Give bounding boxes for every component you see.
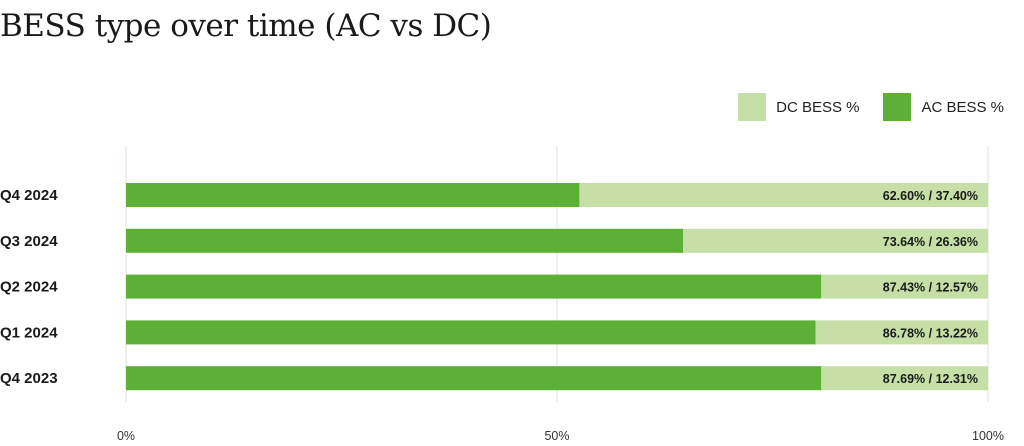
data-label: 73.64% / 26.36% [883,235,978,249]
category-label: Q1 2024 [0,324,58,341]
x-tick-label: 0% [117,429,135,443]
chart-legend: DC BESS % AC BESS % [714,93,1004,121]
legend-swatch-dc [738,93,767,121]
category-label: Q3 2024 [0,233,58,250]
category-label: Q4 2023 [0,370,58,387]
bar-ac [126,320,816,345]
bar-ac [126,366,822,391]
x-tick-label: 100% [972,429,1004,443]
bar-ac [126,183,580,207]
legend-label-ac: AC BESS % [921,98,1004,116]
legend-swatch-ac [883,93,912,121]
data-label: 87.43% / 12.57% [883,281,978,295]
data-label: 87.69% / 12.31% [883,372,978,386]
legend-item-dc: DC BESS % [738,93,859,121]
category-label: Q4 2024 [0,187,58,204]
chart-title: BESS type over time (AC vs DC) [0,8,492,44]
bar-ac [126,274,822,299]
bar-dc [821,274,988,299]
bar-dc [821,366,988,391]
x-tick-label: 50% [544,429,569,443]
data-label: 62.60% / 37.40% [883,189,978,203]
bar-dc [579,183,988,207]
data-label: 86.78% / 13.22% [883,326,978,340]
category-label: Q2 2024 [0,279,58,296]
legend-label-dc: DC BESS % [776,98,860,116]
bar-dc [683,228,988,253]
bar-ac [126,228,684,253]
legend-item-ac: AC BESS % [883,93,1004,121]
bar-dc [815,320,988,345]
